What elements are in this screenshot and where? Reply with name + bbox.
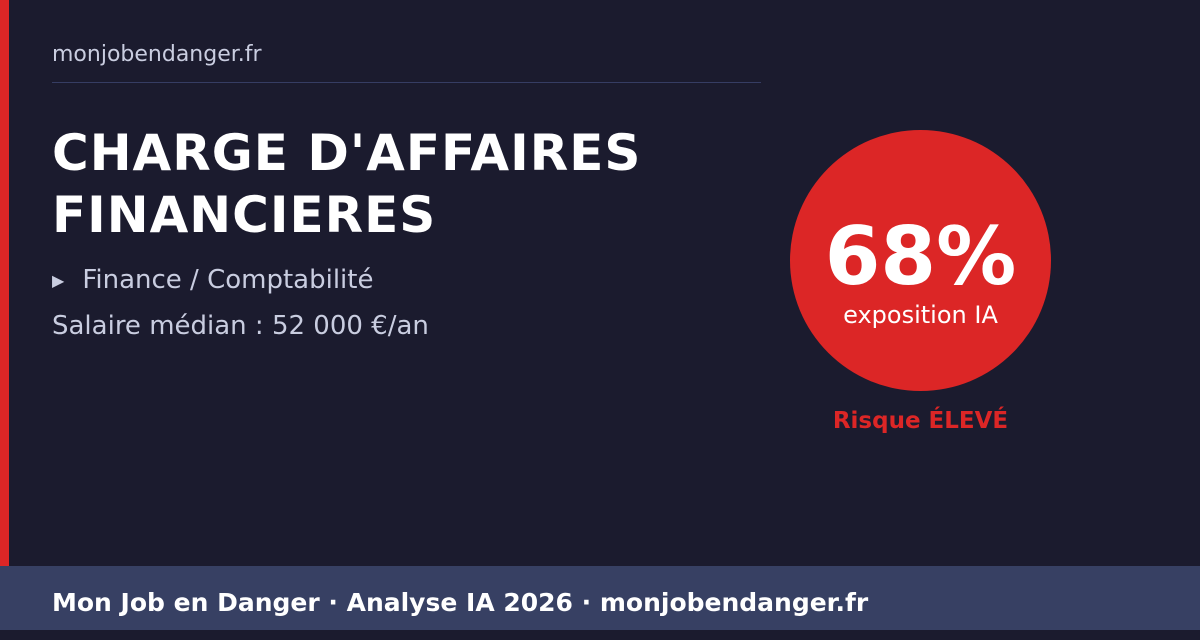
salary: Salaire médian : 52 000 €/an xyxy=(52,311,429,341)
triangle-right-icon: ▶ xyxy=(52,270,65,290)
accent-bar xyxy=(0,0,9,566)
category-label: Finance / Comptabilité xyxy=(82,265,374,295)
title-line-2: FINANCIERES xyxy=(52,186,437,244)
category: ▶ Finance / Comptabilité xyxy=(52,265,373,295)
exposure-percent: 68% xyxy=(824,210,1017,303)
exposure-label: exposition IA xyxy=(843,301,998,329)
footer: Mon Job en Danger · Analyse IA 2026 · mo… xyxy=(0,566,1200,630)
title-line-1: CHARGE D'AFFAIRES xyxy=(52,124,642,182)
divider xyxy=(52,82,761,83)
risk-badge: Risque ÉLEVÉ xyxy=(832,408,1009,434)
site-name: monjobendanger.fr xyxy=(52,42,262,67)
exposure-circle: 68% exposition IA xyxy=(790,130,1051,391)
page-title: CHARGE D'AFFAIRES FINANCIERES xyxy=(52,122,641,246)
